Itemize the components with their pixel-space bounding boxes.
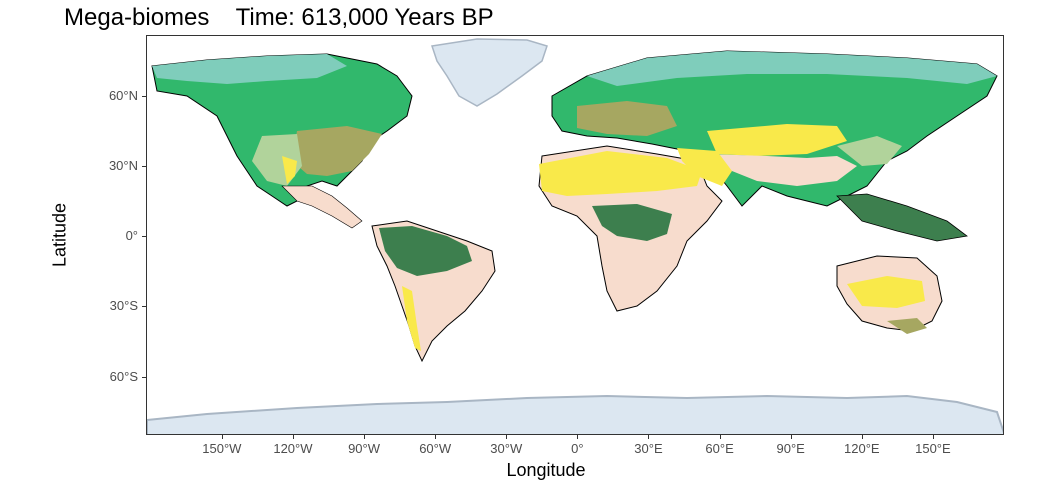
na-savanna [281,185,363,229]
x-tick-label: 60°E [705,441,734,456]
asia-desert [707,124,847,156]
x-tick-mark [435,435,437,439]
biome-map-layer [147,38,1003,434]
x-tick-mark [861,435,863,439]
sa-desert [402,286,421,351]
eurasia-temperate [577,101,677,136]
australia-temperate [887,318,927,334]
y-tick-label: 60°S [109,368,138,384]
x-tick-label: 30°E [634,441,663,456]
x-tick-mark [292,435,294,439]
greenland-ice [431,38,548,107]
x-tick-label: 150°W [202,441,242,456]
y-tick-label: 30°N [108,157,138,173]
world-map [147,38,1003,434]
x-tick-label: 0° [571,441,584,456]
arabia-desert [677,148,732,186]
australia-desert [847,276,925,308]
antarctica-ice [147,394,1003,434]
map-panel [146,35,1004,435]
africa-desert [539,151,702,196]
y-tick-label: 60°N [108,87,138,103]
africa-tropical-forest [592,204,672,241]
y-tick-mark [142,236,146,238]
x-tick-mark [719,435,721,439]
x-tick-label: 90°W [348,441,381,456]
x-tick-label: 120°W [273,441,313,456]
na-temperate [292,126,382,176]
asia-grassland [837,136,902,166]
y-tick-mark [142,165,146,167]
x-tick-mark [648,435,650,439]
x-axis-label: Longitude [506,460,586,480]
map-title: Mega-biomes Time: 613,000 Years BP [64,4,494,31]
y-tick-label: 30°S [109,298,138,314]
y-axis-label: Latitude [49,202,70,268]
asia-savanna [707,154,857,186]
x-tick-label: 90°E [776,441,805,456]
x-tick-label: 30°W [490,441,523,456]
x-tick-mark [577,435,579,439]
sa-tropical-forest [379,226,472,276]
na-tundra [152,54,347,84]
y-tick-mark [142,95,146,97]
x-tick-mark [932,435,934,439]
x-tick-mark [221,435,223,439]
y-tick-label: 0° [125,228,138,244]
x-tick-mark [506,435,508,439]
y-tick-mark [142,376,146,378]
x-tick-label: 120°E [844,441,880,456]
x-tick-mark [364,435,366,439]
na-desert [282,156,297,184]
eurasia-tundra [587,51,997,86]
se-asia-forest [836,193,968,242]
x-tick-label: 150°E [915,441,951,456]
x-tick-label: 60°W [419,441,452,456]
y-tick-mark [142,306,146,308]
x-tick-mark [790,435,792,439]
